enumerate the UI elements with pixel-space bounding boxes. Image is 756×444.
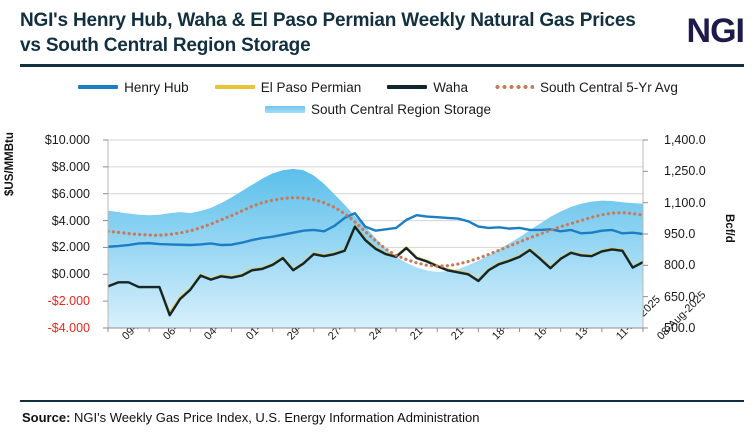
y2-tick-label: 1,400.0 — [664, 133, 706, 147]
legend-item-storage[interactable]: South Central Region Storage — [264, 101, 492, 117]
legend-label-waha: Waha — [433, 79, 468, 95]
legend-swatch-storage — [264, 105, 305, 113]
legend-item-waha[interactable]: Waha — [387, 80, 468, 95]
legend-swatch-el-paso-permian — [214, 85, 255, 89]
source-text: NGI's Weekly Gas Price Index, U.S. Energ… — [70, 410, 480, 425]
y-tick-label: $2.000 — [51, 240, 90, 255]
legend-item-henry-hub[interactable]: Henry Hub — [78, 80, 189, 95]
page-title: NGI's Henry Hub, Waha & El Paso Permian … — [20, 10, 636, 57]
legend-swatch-henry-hub — [78, 85, 119, 89]
legend-row-secondary: South Central Region Storage — [0, 98, 756, 120]
y-tick-label: $0.000 — [51, 267, 90, 282]
legend-label-henry-hub: Henry Hub — [124, 79, 189, 95]
legend-swatch-waha — [387, 85, 428, 89]
legend-item-five-yr-avg[interactable]: South Central 5-Yr Avg — [494, 80, 678, 95]
y-tick-label: -$4.000 — [47, 321, 90, 335]
footer-divider — [20, 400, 744, 402]
y2-tick-label: 1,100.0 — [664, 195, 706, 210]
legend-row-primary: Henry Hub El Paso Permian Waha South Cen… — [0, 76, 756, 98]
source-label: Source: — [22, 410, 71, 425]
legend-item-el-paso-permian[interactable]: El Paso Permian — [214, 79, 362, 95]
source-note: Source: NGI's Weekly Gas Price Index, U.… — [22, 410, 479, 425]
y-tick-label: $4.000 — [51, 213, 90, 228]
legend-label-el-paso-permian: El Paso Permian — [260, 79, 362, 95]
title-divider — [20, 64, 744, 67]
y-tick-label: $6.000 — [51, 186, 90, 201]
y-tick-label: $10.000 — [44, 133, 90, 147]
chart-title-wrap: NGI's Henry Hub, Waha & El Paso Permian … — [20, 8, 660, 58]
ngi-logo: NGI — [686, 12, 745, 50]
y2-tick-label: 1,250.0 — [664, 164, 706, 179]
y-tick-label: -$2.000 — [47, 294, 90, 309]
legend-label-five-yr-avg: South Central 5-Yr Avg — [540, 79, 678, 95]
legend-swatch-five-yr-avg — [494, 85, 534, 89]
y2-tick-label: 500.0 — [664, 321, 696, 335]
y2-tick-label: 800.0 — [664, 258, 696, 273]
chart-legend: Henry Hub El Paso Permian Waha South Cen… — [0, 76, 756, 120]
y2-tick-label: 650.0 — [664, 289, 696, 304]
legend-label-storage: South Central Region Storage — [310, 101, 492, 117]
y2-tick-label: 950.0 — [664, 227, 696, 241]
y-tick-label: $8.000 — [51, 159, 90, 174]
